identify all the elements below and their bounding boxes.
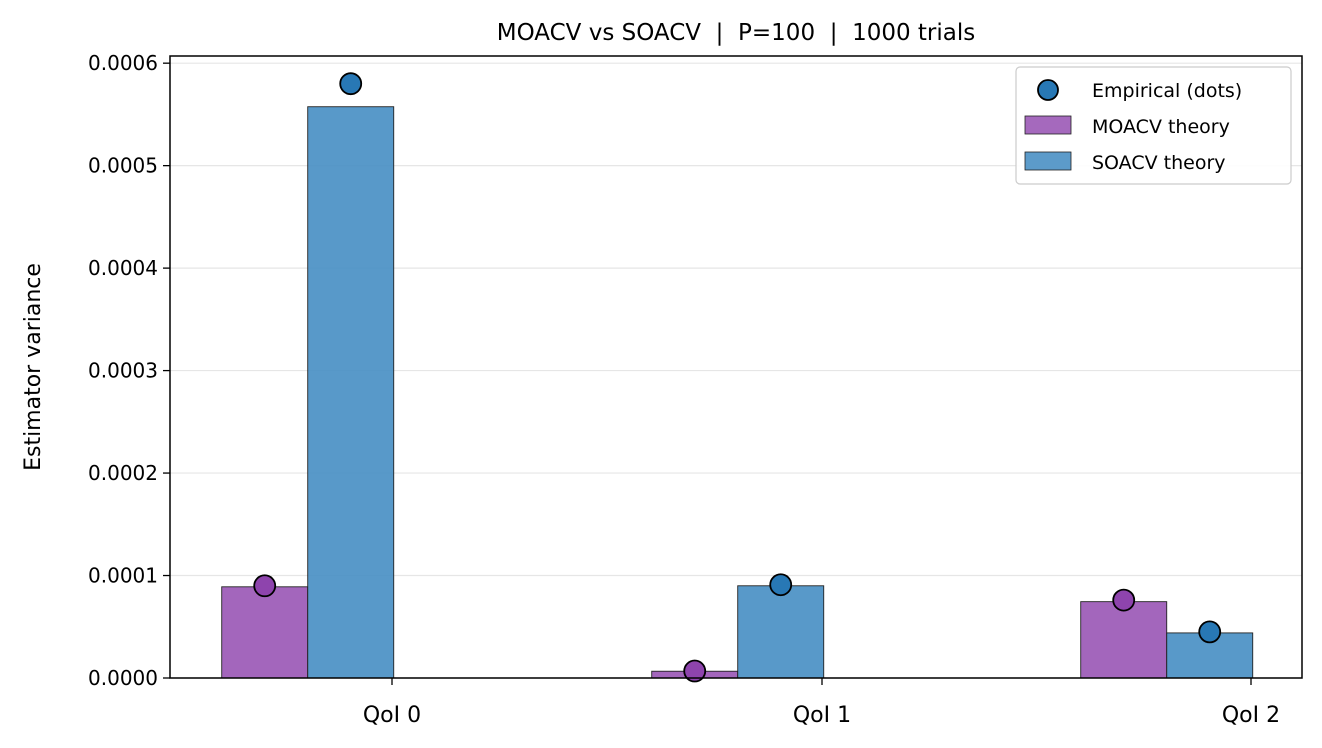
- y-axis: 0.0000 0.0001 0.0002 0.0003 0.0004 0.0005 0.00…: [88, 51, 170, 690]
- soacv-empirical-dot: [1198, 620, 1222, 644]
- moacv-empirical-dot: [253, 574, 277, 598]
- y-tick-label: 0.0006: [88, 51, 158, 75]
- y-tick-label: 0.0003: [88, 359, 158, 383]
- y-tick-label: 0.0002: [88, 461, 158, 485]
- soacv-bar: [307, 106, 395, 679]
- soacv-bar: [737, 585, 825, 679]
- y-tick-label: 0.0001: [88, 564, 158, 588]
- legend-empirical-marker: [1037, 79, 1059, 101]
- legend-box: [1015, 66, 1292, 185]
- legend: Empirical (dots) MOACV theory SOACV theo…: [1015, 66, 1292, 185]
- moacv-empirical-dot: [683, 659, 707, 683]
- soacv-empirical-dot: [339, 72, 363, 96]
- x-tick-label: QoI 2: [1222, 703, 1280, 728]
- plot-frame: [169, 55, 1303, 679]
- y-tick-label: 0.0000: [88, 666, 158, 690]
- soacv-empirical-dot: [769, 573, 793, 597]
- moacv-bar: [221, 586, 309, 679]
- x-tick-label: QoI 0: [363, 703, 421, 728]
- y-tick-label: 0.0004: [88, 256, 158, 280]
- legend-moacv-swatch: [1024, 115, 1072, 135]
- moacv-bar: [1080, 601, 1168, 679]
- legend-soacv-swatch: [1024, 151, 1072, 171]
- x-tick-label: QoI 1: [793, 703, 851, 728]
- chart-title: MOACV vs SOACV | P=100 | 1000 trials: [497, 20, 976, 46]
- legend-empirical-label: Empirical (dots): [1092, 80, 1242, 102]
- bars-layer: [221, 106, 1254, 679]
- dots-layer: [253, 72, 1222, 683]
- x-axis: QoI 0 QoI 1 QoI 2: [363, 678, 1280, 728]
- legend-soacv-label: SOACV theory: [1092, 152, 1226, 174]
- legend-moacv-label: MOACV theory: [1092, 116, 1230, 138]
- moacv-empirical-dot: [1112, 588, 1136, 612]
- y-tick-label: 0.0005: [88, 154, 158, 178]
- y-axis-label: Estimator variance: [21, 263, 46, 471]
